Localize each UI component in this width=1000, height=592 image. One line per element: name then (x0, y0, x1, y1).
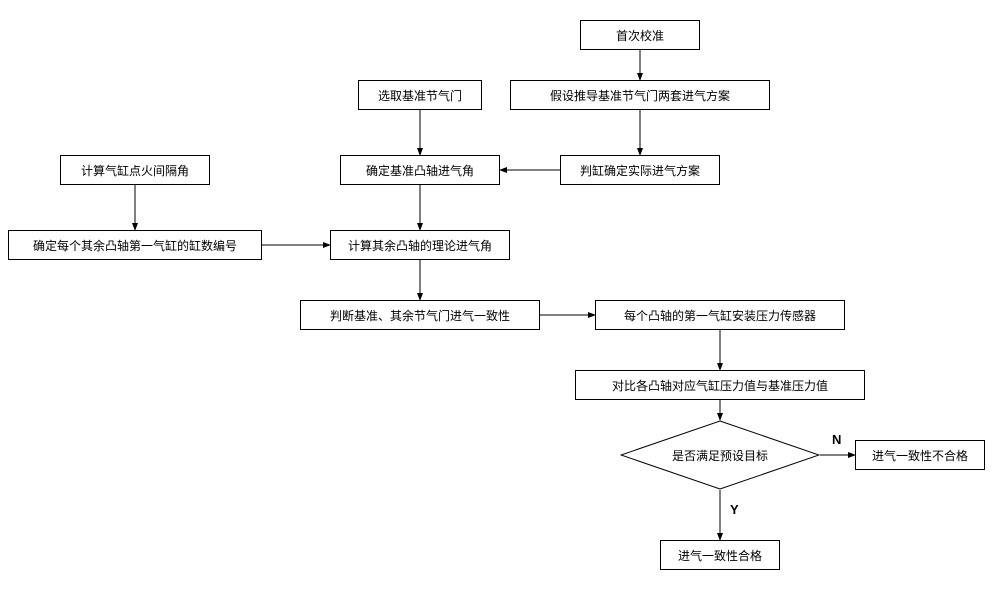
flowchart-node: 计算气缸点火间隔角 (60, 155, 210, 185)
flowchart-node: 计算其余凸轴的理论进气角 (330, 230, 510, 260)
flowchart-node: 判断基准、其余节气门进气一致性 (300, 300, 540, 330)
flowchart-node: 假设推导基准节气门两套进气方案 (510, 80, 770, 110)
flowchart-decision (620, 420, 820, 490)
flowchart-node: 确定基准凸轴进气角 (340, 155, 500, 185)
flowchart-node: 进气一致性不合格 (855, 440, 985, 470)
flowchart-node: 对比各凸轴对应气缸压力值与基准压力值 (575, 370, 865, 400)
flowchart-node: 每个凸轴的第一气缸安装压力传感器 (595, 300, 845, 330)
flowchart-node: 首次校准 (580, 20, 700, 50)
flowchart-node: 判缸确定实际进气方案 (560, 155, 720, 185)
flowchart-node: 选取基准节气门 (358, 80, 482, 110)
flowchart-edges (0, 0, 1000, 592)
flowchart-node: 进气一致性合格 (660, 540, 780, 570)
flowchart-edge-label: N (832, 432, 841, 447)
flowchart-edge-label: Y (730, 502, 739, 517)
flowchart-node: 确定每个其余凸轴第一气缸的缸数编号 (8, 230, 262, 260)
